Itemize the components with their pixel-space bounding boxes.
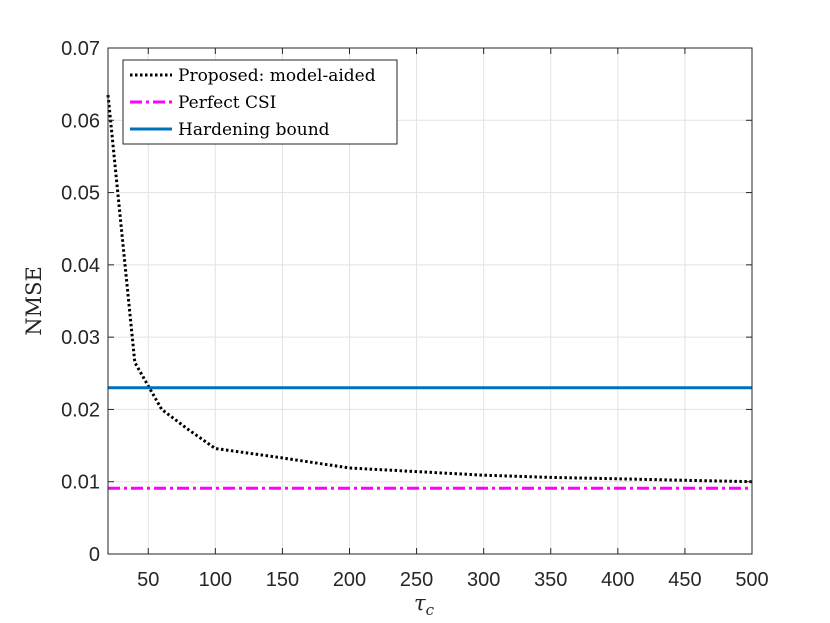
x-tick-label: 50 [137, 569, 159, 591]
legend-label-perfect-csi: Perfect CSI [178, 93, 276, 113]
series-layer [106, 94, 753, 490]
x-axis-title: τc [414, 591, 435, 619]
ticks: 50 100 150 200 250 300 350 400 450 500 0 0.01 0.02 0.… [61, 38, 769, 591]
y-axis-title: NMSE [22, 266, 46, 336]
x-tick-label: 350 [534, 569, 567, 591]
x-tick-label: 500 [735, 569, 768, 591]
x-tick-label: 450 [668, 569, 701, 591]
x-tick-label: 300 [467, 569, 500, 591]
plot-frame [107, 47, 753, 555]
y-tick-label: 0.04 [61, 255, 100, 277]
y-tick-label: 0.05 [61, 183, 100, 205]
x-axis-title-subscript: c [426, 601, 435, 619]
y-tick-label: 0.06 [61, 110, 100, 132]
y-tick-label: 0.01 [61, 472, 100, 494]
x-tick-label: 400 [601, 569, 634, 591]
legend: Proposed: model-aided Perfect CSI Hardenin… [122, 59, 398, 145]
y-tick-label: 0.07 [61, 38, 100, 60]
x-tick-label: 100 [199, 569, 232, 591]
y-tick-label: 0.02 [61, 399, 100, 421]
y-tick-label: 0 [89, 544, 100, 566]
legend-label-proposed-model-aided: Proposed: model-aided [178, 66, 376, 86]
y-tick-label: 0.03 [61, 327, 100, 349]
x-axis-title-symbol: τ [414, 591, 426, 615]
x-tick-label: 150 [266, 569, 299, 591]
legend-label-hardening-bound: Hardening bound [178, 120, 330, 140]
x-tick-label: 250 [400, 569, 433, 591]
x-tick-label: 200 [333, 569, 366, 591]
